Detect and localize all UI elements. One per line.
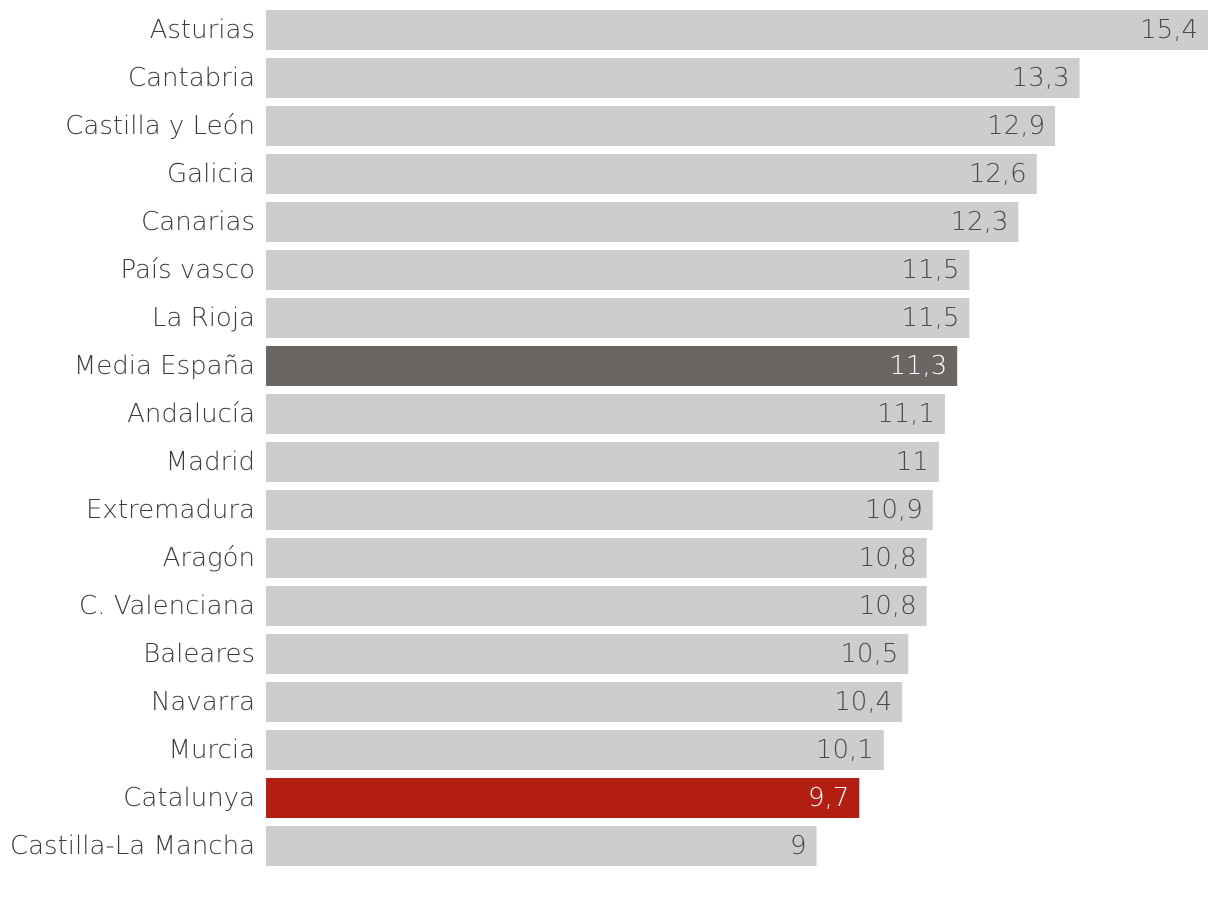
category-label-la-rioja: La Rioja	[152, 303, 255, 333]
category-label-navarra: Navarra	[151, 687, 255, 717]
category-label-extremadura: Extremadura	[86, 495, 255, 525]
bar-cantabria	[266, 58, 1080, 98]
value-label-cantabria: 13,3	[1012, 63, 1070, 93]
category-label-c-valenciana: C. Valenciana	[79, 591, 255, 621]
bar-canarias	[266, 202, 1019, 242]
bar-madrid	[266, 442, 939, 482]
bar-navarra	[266, 682, 903, 722]
bar-aragon	[266, 538, 927, 578]
bar-extremadura	[266, 490, 933, 530]
bar-murcia	[266, 730, 884, 770]
category-label-murcia: Murcia	[169, 735, 255, 765]
bar-castilla-la-mancha	[266, 826, 817, 866]
value-label-aragon: 10,8	[859, 543, 917, 573]
bar-media-espana	[266, 346, 958, 386]
category-label-media-espana: Media España	[74, 351, 255, 381]
value-label-castilla-la-mancha: 9	[790, 831, 807, 861]
category-label-galicia: Galicia	[167, 159, 255, 189]
value-label-la-rioja: 11,5	[902, 303, 960, 333]
category-label-asturias: Asturias	[150, 15, 255, 45]
category-label-castilla-la-mancha: Castilla-La Mancha	[10, 831, 255, 861]
value-label-madrid: 11	[896, 447, 929, 477]
value-label-asturias: 15,4	[1140, 15, 1198, 45]
value-label-pais-vasco: 11,5	[902, 255, 960, 285]
category-label-pais-vasco: País vasco	[120, 255, 255, 285]
bar-c-valenciana	[266, 586, 927, 626]
category-label-aragon: Aragón	[163, 543, 255, 573]
category-label-madrid: Madrid	[166, 447, 255, 477]
value-label-galicia: 12,6	[969, 159, 1027, 189]
category-label-andalucia: Andalucía	[127, 399, 255, 429]
bar-galicia	[266, 154, 1037, 194]
category-label-canarias: Canarias	[141, 207, 255, 237]
value-label-navarra: 10,4	[834, 687, 892, 717]
value-label-murcia: 10,1	[816, 735, 874, 765]
bar-asturias	[266, 10, 1208, 50]
value-label-extremadura: 10,9	[865, 495, 923, 525]
bar-baleares	[266, 634, 909, 674]
value-label-andalucia: 11,1	[877, 399, 935, 429]
value-label-baleares: 10,5	[840, 639, 898, 669]
category-label-castilla-y-leon: Castilla y León	[65, 111, 255, 141]
value-label-catalunya: 9,7	[808, 783, 849, 813]
bar-la-rioja	[266, 298, 970, 338]
bar-catalunya	[266, 778, 860, 818]
bar-andalucia	[266, 394, 945, 434]
category-label-catalunya: Catalunya	[123, 783, 255, 813]
value-label-castilla-y-leon: 12,9	[987, 111, 1045, 141]
category-label-cantabria: Cantabria	[128, 63, 255, 93]
value-label-canarias: 12,3	[950, 207, 1008, 237]
bar-castilla-y-leon	[266, 106, 1056, 146]
value-label-media-espana: 11,3	[889, 351, 947, 381]
category-label-baleares: Baleares	[143, 639, 255, 669]
value-label-c-valenciana: 10,8	[859, 591, 917, 621]
bar-pais-vasco	[266, 250, 970, 290]
